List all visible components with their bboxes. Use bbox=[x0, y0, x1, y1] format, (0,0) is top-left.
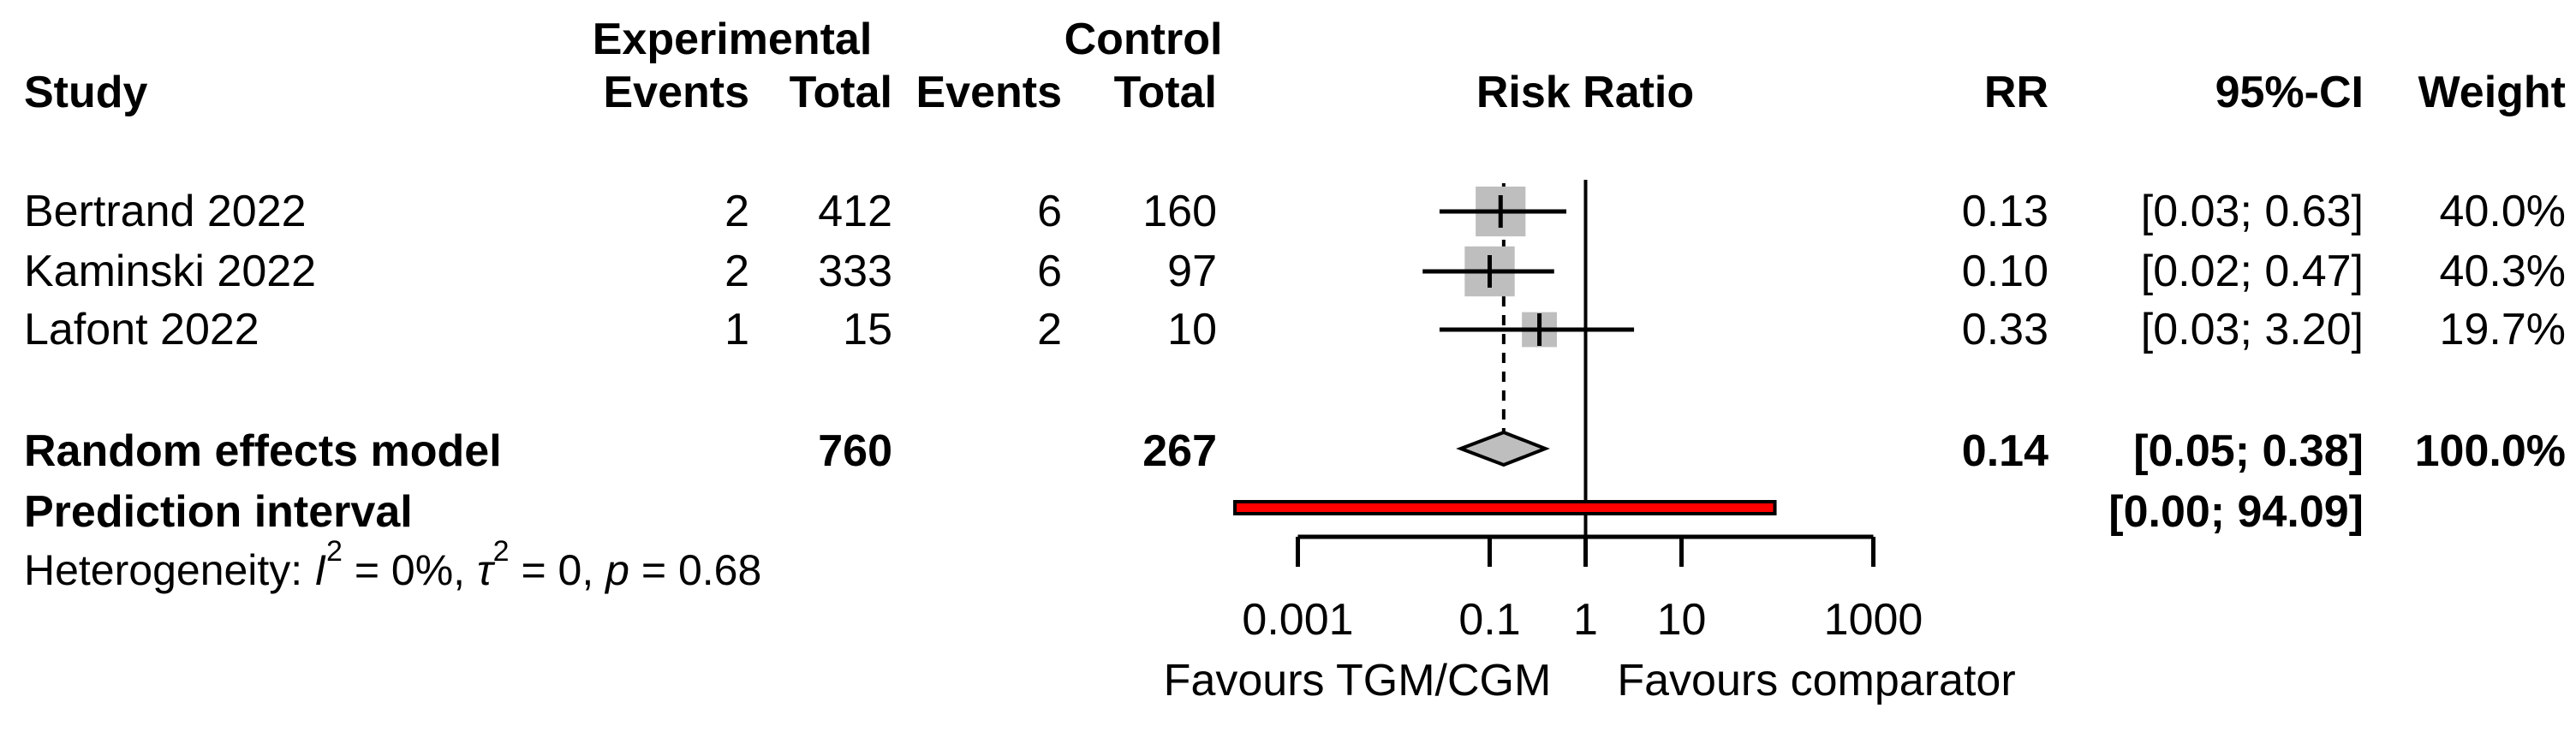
total-control: 160 bbox=[1142, 187, 1217, 236]
summary-weight-value: 100.0% bbox=[2414, 426, 2566, 476]
col-header-events-experimental: Events bbox=[603, 68, 749, 117]
i-squared-symbol: I bbox=[314, 546, 326, 594]
p-symbol: p bbox=[605, 546, 629, 594]
i-squared-value: = 0%, bbox=[342, 546, 477, 594]
weight-value: 40.0% bbox=[2439, 187, 2566, 236]
rr-value: 0.33 bbox=[1961, 305, 2048, 354]
ci-value: [0.03; 0.63] bbox=[2140, 187, 2364, 236]
summary-total-control: 267 bbox=[1142, 426, 1217, 476]
col-header-events-control: Events bbox=[915, 68, 1062, 117]
total-experimental: 15 bbox=[843, 305, 892, 354]
total-experimental: 412 bbox=[818, 187, 892, 236]
x-tick-label: 0.001 bbox=[1242, 595, 1354, 645]
summary-ci-value: [0.05; 0.38] bbox=[2133, 426, 2364, 476]
col-header-total-experimental: Total bbox=[789, 68, 892, 117]
favours-left-label: Favours TGM/CGM bbox=[1163, 656, 1552, 705]
col-header-risk-ratio: Risk Ratio bbox=[1476, 68, 1695, 117]
weight-value: 19.7% bbox=[2439, 305, 2566, 354]
events-experimental: 2 bbox=[724, 187, 749, 236]
col-group-experimental: Experimental bbox=[592, 15, 873, 64]
summary-diamond bbox=[1456, 430, 1550, 467]
tau-squared-exponent: 2 bbox=[492, 535, 510, 568]
x-tick-label: 1 bbox=[1573, 595, 1598, 645]
i-squared-exponent: 2 bbox=[326, 535, 343, 568]
col-group-control: Control bbox=[1064, 15, 1223, 64]
events-control: 2 bbox=[1037, 305, 1062, 354]
favours-right-label: Favours comparator bbox=[1617, 656, 2016, 705]
prediction-interval-bar bbox=[1233, 500, 1777, 515]
study-name: Lafont 2022 bbox=[24, 305, 259, 354]
total-control: 10 bbox=[1167, 305, 1217, 354]
rr-value: 0.10 bbox=[1961, 247, 2048, 296]
prediction-interval-label: Prediction interval bbox=[24, 487, 413, 537]
summary-label: Random effects model bbox=[24, 426, 502, 476]
col-header-ci: 95%-CI bbox=[2215, 68, 2364, 117]
col-header-rr: RR bbox=[1983, 68, 2048, 117]
p-value: = 0.68 bbox=[629, 546, 762, 594]
heterogeneity-prefix: Heterogeneity: bbox=[24, 546, 315, 594]
study-name: Bertrand 2022 bbox=[24, 187, 307, 236]
summary-total-experimental: 760 bbox=[818, 426, 892, 476]
col-header-weight: Weight bbox=[2418, 68, 2566, 117]
rr-value: 0.13 bbox=[1961, 187, 2048, 236]
x-tick-label: 0.1 bbox=[1458, 595, 1521, 645]
heterogeneity-text: Heterogeneity: I2 = 0%, τ2 = 0, p = 0.68 bbox=[24, 537, 762, 597]
prediction-interval-ci-value: [0.00; 94.09] bbox=[2108, 487, 2364, 537]
summary-rr-value: 0.14 bbox=[1961, 426, 2048, 476]
tau-squared-value: = 0, bbox=[509, 546, 606, 594]
events-control: 6 bbox=[1037, 247, 1062, 296]
events-experimental: 2 bbox=[724, 247, 749, 296]
total-experimental: 333 bbox=[818, 247, 892, 296]
weight-value: 40.3% bbox=[2439, 247, 2566, 296]
events-experimental: 1 bbox=[724, 305, 749, 354]
x-tick-label: 10 bbox=[1656, 595, 1707, 645]
col-header-study: Study bbox=[24, 68, 148, 117]
x-tick-label: 1000 bbox=[1823, 595, 1923, 645]
study-name: Kaminski 2022 bbox=[24, 247, 317, 296]
tau-squared-symbol: τ bbox=[476, 546, 493, 594]
ci-value: [0.02; 0.47] bbox=[2140, 247, 2364, 296]
col-header-total-control: Total bbox=[1113, 68, 1217, 117]
events-control: 6 bbox=[1037, 187, 1062, 236]
total-control: 97 bbox=[1167, 247, 1217, 296]
ci-value: [0.03; 3.20] bbox=[2140, 305, 2364, 354]
